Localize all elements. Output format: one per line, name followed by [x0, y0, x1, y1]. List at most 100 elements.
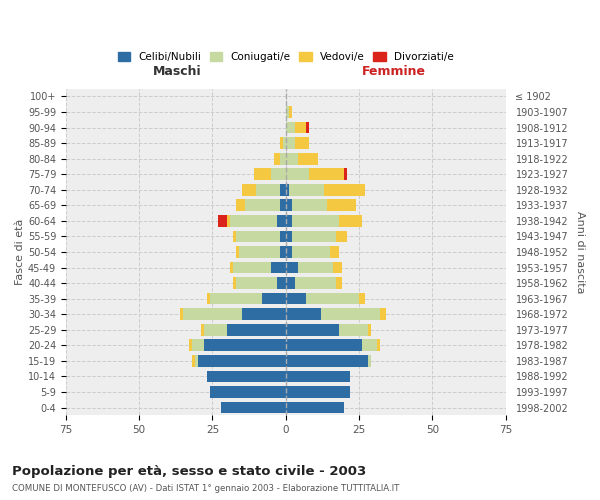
- Bar: [236, 278, 277, 289]
- Bar: [292, 200, 327, 211]
- Bar: [333, 262, 341, 274]
- Bar: [209, 386, 286, 398]
- Bar: [218, 215, 227, 226]
- Bar: [192, 355, 195, 366]
- Bar: [245, 200, 280, 211]
- Bar: [280, 246, 286, 258]
- Y-axis label: Anni di nascita: Anni di nascita: [575, 210, 585, 293]
- Bar: [206, 370, 286, 382]
- Bar: [274, 153, 280, 164]
- Bar: [292, 246, 330, 258]
- Bar: [236, 246, 239, 258]
- Bar: [286, 402, 344, 413]
- Bar: [286, 262, 298, 274]
- Y-axis label: Fasce di età: Fasce di età: [15, 219, 25, 285]
- Bar: [227, 324, 286, 336]
- Bar: [280, 230, 286, 242]
- Bar: [271, 262, 286, 274]
- Bar: [203, 340, 286, 351]
- Bar: [289, 106, 292, 118]
- Bar: [368, 355, 371, 366]
- Bar: [338, 215, 362, 226]
- Bar: [368, 324, 371, 336]
- Bar: [307, 293, 359, 304]
- Bar: [233, 262, 271, 274]
- Bar: [239, 246, 280, 258]
- Bar: [233, 278, 236, 289]
- Bar: [289, 184, 324, 196]
- Bar: [377, 340, 380, 351]
- Bar: [286, 340, 362, 351]
- Bar: [280, 153, 286, 164]
- Bar: [286, 138, 295, 149]
- Bar: [189, 340, 192, 351]
- Bar: [256, 184, 280, 196]
- Bar: [286, 230, 292, 242]
- Bar: [321, 308, 380, 320]
- Text: Popolazione per età, sesso e stato civile - 2003: Popolazione per età, sesso e stato civil…: [12, 465, 366, 478]
- Bar: [280, 184, 286, 196]
- Bar: [324, 184, 365, 196]
- Bar: [286, 246, 292, 258]
- Bar: [286, 324, 338, 336]
- Bar: [271, 168, 286, 180]
- Bar: [286, 184, 289, 196]
- Bar: [233, 230, 236, 242]
- Bar: [295, 138, 309, 149]
- Bar: [286, 308, 321, 320]
- Bar: [236, 200, 245, 211]
- Bar: [330, 246, 338, 258]
- Bar: [227, 215, 230, 226]
- Bar: [292, 230, 335, 242]
- Bar: [195, 355, 198, 366]
- Bar: [335, 278, 341, 289]
- Bar: [327, 200, 356, 211]
- Bar: [230, 215, 277, 226]
- Bar: [286, 215, 292, 226]
- Bar: [286, 153, 298, 164]
- Bar: [292, 215, 338, 226]
- Bar: [201, 324, 203, 336]
- Bar: [286, 106, 289, 118]
- Bar: [335, 230, 347, 242]
- Bar: [286, 370, 350, 382]
- Bar: [286, 386, 350, 398]
- Bar: [295, 122, 307, 134]
- Bar: [183, 308, 242, 320]
- Bar: [242, 184, 256, 196]
- Bar: [209, 293, 262, 304]
- Text: Maschi: Maschi: [153, 65, 202, 78]
- Bar: [230, 262, 233, 274]
- Bar: [221, 402, 286, 413]
- Bar: [277, 215, 286, 226]
- Bar: [359, 293, 365, 304]
- Bar: [380, 308, 386, 320]
- Bar: [280, 138, 283, 149]
- Bar: [286, 168, 309, 180]
- Bar: [309, 168, 344, 180]
- Bar: [198, 355, 286, 366]
- Text: Femmine: Femmine: [362, 65, 427, 78]
- Bar: [286, 293, 307, 304]
- Bar: [362, 340, 377, 351]
- Bar: [277, 278, 286, 289]
- Text: COMUNE DI MONTEFUSCO (AV) - Dati ISTAT 1° gennaio 2003 - Elaborazione TUTTITALIA: COMUNE DI MONTEFUSCO (AV) - Dati ISTAT 1…: [12, 484, 400, 493]
- Bar: [295, 278, 335, 289]
- Bar: [298, 262, 333, 274]
- Bar: [206, 293, 209, 304]
- Bar: [236, 230, 280, 242]
- Bar: [307, 122, 309, 134]
- Bar: [283, 138, 286, 149]
- Bar: [298, 153, 318, 164]
- Bar: [338, 324, 368, 336]
- Bar: [344, 168, 347, 180]
- Bar: [180, 308, 183, 320]
- Bar: [286, 355, 368, 366]
- Bar: [203, 324, 227, 336]
- Bar: [254, 168, 271, 180]
- Bar: [286, 122, 295, 134]
- Bar: [262, 293, 286, 304]
- Legend: Celibi/Nubili, Coniugati/e, Vedovi/e, Divorziati/e: Celibi/Nubili, Coniugati/e, Vedovi/e, Di…: [114, 48, 458, 66]
- Bar: [192, 340, 203, 351]
- Bar: [286, 278, 295, 289]
